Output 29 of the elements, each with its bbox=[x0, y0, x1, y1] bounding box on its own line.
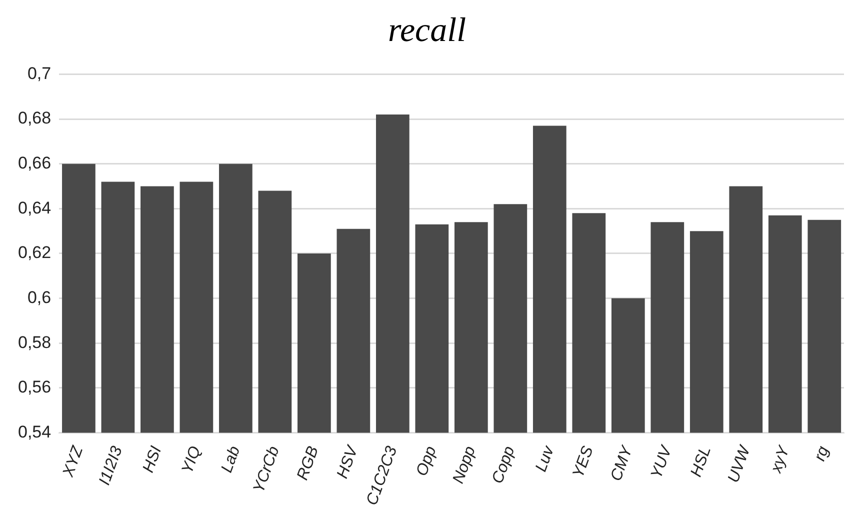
x-tick-label: HSV bbox=[334, 442, 362, 481]
x-tick-label: CMY bbox=[608, 442, 637, 484]
y-tick-label: 0,54 bbox=[18, 422, 52, 442]
x-tick-label: RGB bbox=[294, 444, 322, 482]
y-tick-label: 0,64 bbox=[18, 198, 52, 218]
y-tick-label: 0,56 bbox=[18, 378, 52, 397]
x-tick-label: I1I2I3 bbox=[96, 444, 126, 488]
x-tick-label: Opp bbox=[414, 444, 440, 478]
x-tick-label: YIQ bbox=[178, 444, 204, 476]
x-tick-label: Copp bbox=[489, 444, 518, 486]
x-tick-label: rg bbox=[811, 444, 832, 464]
x-tick-label: Lab bbox=[218, 444, 244, 476]
chart-title: recall bbox=[386, 12, 468, 51]
x-tick-label: XYZ bbox=[60, 442, 88, 480]
y-tick-label: 0,66 bbox=[18, 154, 52, 173]
y-tick-label: 0,6 bbox=[27, 288, 52, 307]
x-tick-label: HSI bbox=[140, 444, 166, 475]
y-tick-label: 0,7 bbox=[27, 64, 52, 83]
x-tick-label: YES bbox=[570, 444, 597, 480]
y-tick-label: 0,58 bbox=[18, 332, 52, 352]
x-tick-label: YCrCb bbox=[250, 444, 283, 496]
y-tick-label: 0,62 bbox=[18, 243, 52, 262]
x-tick-label: YUV bbox=[648, 442, 676, 481]
x-tick-label: Nopp bbox=[450, 444, 480, 486]
x-tick-label: UVW bbox=[725, 442, 754, 485]
x-tick-label: Luv bbox=[532, 443, 558, 474]
y-tick-label: 0,68 bbox=[18, 108, 52, 128]
x-tick-label: HSL bbox=[688, 444, 715, 480]
x-tick-label: xyY bbox=[768, 442, 794, 476]
